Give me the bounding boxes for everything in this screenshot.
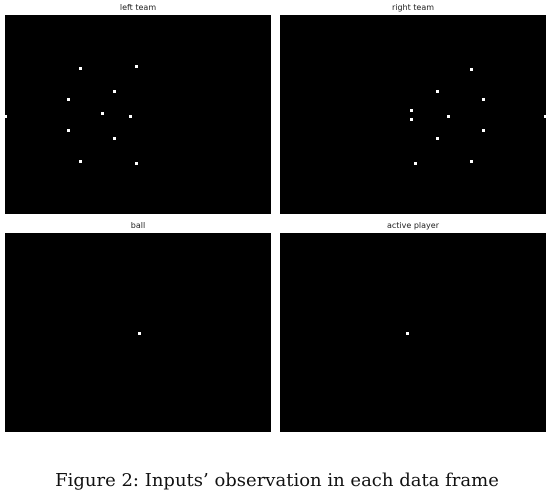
- marker-dot: [410, 109, 413, 112]
- marker-dot: [414, 162, 417, 165]
- marker-dot: [135, 65, 138, 68]
- marker-dot: [4, 115, 7, 118]
- ball-panel: [5, 233, 271, 432]
- marker-dot: [113, 137, 116, 140]
- marker-dot: [470, 160, 473, 163]
- marker-dot: [410, 118, 413, 121]
- marker-dot: [79, 67, 82, 70]
- marker-dot: [138, 332, 141, 335]
- marker-dot: [470, 68, 473, 71]
- marker-dot: [113, 90, 116, 93]
- marker-dot: [447, 115, 450, 118]
- marker-dot: [482, 98, 485, 101]
- panel-title-right-team: right team: [391, 3, 435, 12]
- marker-dot: [544, 115, 547, 118]
- right-team-panel: [280, 15, 547, 214]
- left-team-panel: [4, 15, 271, 214]
- marker-dot: [67, 98, 70, 101]
- marker-dot: [79, 160, 82, 163]
- panel-title-active-player: active player: [386, 221, 439, 230]
- marker-dot: [129, 115, 132, 118]
- marker-dot: [135, 162, 138, 165]
- marker-dot: [436, 137, 439, 140]
- panel-title-ball: ball: [130, 221, 146, 230]
- marker-dot: [482, 129, 485, 132]
- panel-title-left-team: left team: [119, 3, 157, 12]
- marker-dot: [436, 90, 439, 93]
- marker-dot: [406, 332, 409, 335]
- figure-caption: Figure 2: Inputs’ observation in each da…: [55, 470, 499, 491]
- active-player-panel: [280, 233, 546, 432]
- marker-dot: [67, 129, 70, 132]
- marker-dot: [101, 112, 104, 115]
